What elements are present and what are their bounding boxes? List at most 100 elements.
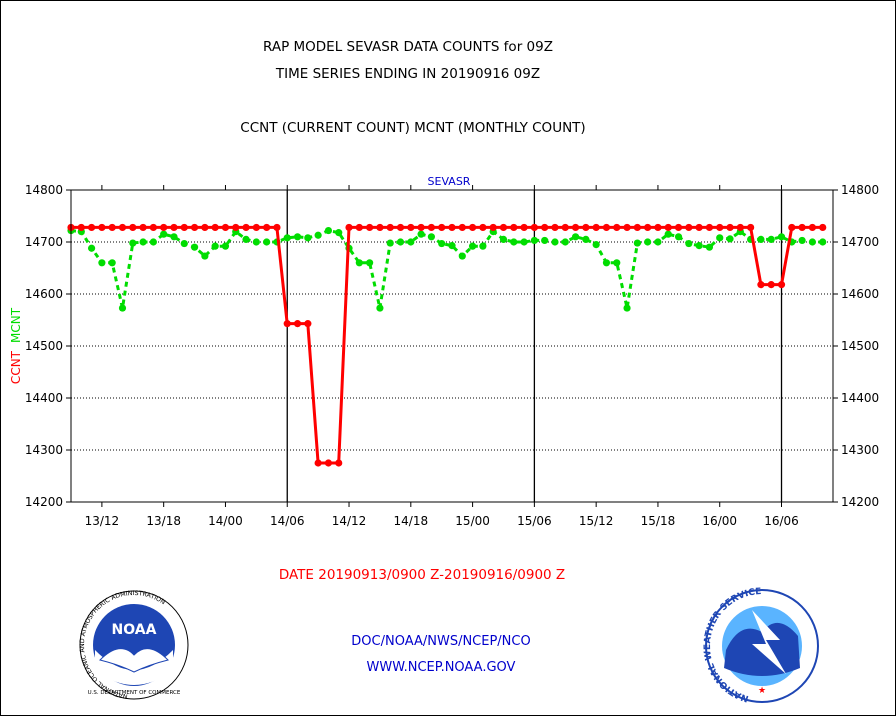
- data-point-ccnt: [695, 223, 703, 232]
- url-text: WWW.NCEP.NOAA.GOV: [367, 660, 516, 675]
- y-tick-label: 14800: [25, 183, 63, 197]
- data-point-mcnt: [623, 304, 631, 312]
- data-point-ccnt: [448, 223, 456, 232]
- data-point-ccnt: [623, 223, 631, 232]
- data-point-ccnt: [757, 281, 765, 289]
- chart-title-line2: TIME SERIES ENDING IN 20190916 09Z: [275, 66, 540, 82]
- data-point-mcnt: [551, 238, 559, 246]
- data-point-ccnt: [242, 223, 250, 232]
- data-point-ccnt: [705, 223, 714, 232]
- data-point-ccnt: [232, 223, 240, 232]
- data-point-mcnt: [335, 229, 343, 237]
- data-point-ccnt: [149, 223, 157, 232]
- data-point-ccnt: [602, 223, 611, 232]
- data-point-ccnt: [510, 223, 518, 232]
- data-point-mcnt: [139, 238, 147, 246]
- data-point-mcnt: [438, 239, 446, 248]
- data-point-mcnt: [417, 230, 425, 238]
- data-point-ccnt: [685, 223, 693, 232]
- x-tick-label: 15/00: [455, 514, 490, 528]
- data-point-mcnt: [479, 242, 487, 250]
- data-point-mcnt: [283, 234, 291, 242]
- data-point-ccnt: [644, 223, 652, 232]
- data-point-ccnt: [561, 223, 569, 232]
- data-point-mcnt: [541, 236, 549, 245]
- data-point-mcnt: [798, 236, 806, 245]
- data-point-mcnt: [252, 238, 260, 246]
- y-tick-label: 14600: [25, 287, 63, 301]
- data-point-mcnt: [654, 238, 662, 246]
- data-point-ccnt: [530, 223, 538, 232]
- data-point-mcnt: [674, 233, 683, 241]
- data-point-ccnt: [736, 223, 744, 232]
- data-point-mcnt: [160, 230, 168, 238]
- x-tick-label: 16/06: [764, 514, 799, 528]
- data-point-mcnt: [118, 304, 127, 312]
- y-ticks-left: 14200 14300 14400 14500 14600 14700 14800: [25, 183, 71, 509]
- data-point-mcnt: [108, 259, 116, 267]
- data-point-ccnt: [190, 223, 199, 232]
- data-point-mcnt: [777, 233, 786, 241]
- y-tick-label: 14300: [841, 443, 879, 457]
- data-point-ccnt: [252, 223, 260, 232]
- y-tick-label: 14800: [841, 183, 879, 197]
- y-tick-label: 14600: [841, 287, 879, 301]
- data-point-ccnt: [664, 223, 672, 232]
- data-point-ccnt: [407, 223, 415, 232]
- data-point-ccnt: [767, 281, 775, 289]
- y-tick-label: 14700: [25, 235, 63, 249]
- data-point-mcnt: [98, 259, 106, 267]
- data-point-mcnt: [633, 239, 641, 247]
- plot-label: SEVASR: [428, 175, 471, 188]
- data-point-mcnt: [819, 238, 827, 246]
- data-point-ccnt: [438, 223, 446, 232]
- data-point-mcnt: [499, 235, 508, 243]
- data-point-ccnt: [355, 223, 363, 232]
- data-point-mcnt: [180, 239, 188, 248]
- y-tick-label: 14500: [25, 339, 63, 353]
- data-point-ccnt: [520, 223, 528, 232]
- nws-star-icon: ★: [758, 686, 766, 696]
- data-point-ccnt: [129, 223, 137, 232]
- data-point-ccnt: [345, 223, 353, 232]
- data-point-ccnt: [335, 459, 343, 467]
- x-tick-label: 16/00: [702, 514, 737, 528]
- data-point-ccnt: [726, 223, 734, 232]
- data-point-ccnt: [77, 223, 85, 232]
- data-point-ccnt: [87, 223, 96, 232]
- data-point-mcnt: [716, 234, 724, 242]
- data-point-ccnt: [808, 223, 817, 232]
- data-point-ccnt: [108, 223, 116, 232]
- data-point-mcnt: [644, 238, 652, 246]
- date-range: DATE 20190913/0900 Z-20190916/0900 Z: [279, 567, 565, 583]
- data-point-ccnt: [170, 223, 178, 232]
- data-point-mcnt: [427, 233, 436, 241]
- data-point-mcnt: [386, 239, 394, 247]
- data-point-ccnt: [479, 223, 487, 232]
- data-point-ccnt: [674, 223, 683, 232]
- data-point-ccnt: [98, 223, 106, 232]
- credit-text: DOC/NOAA/NWS/NCEP/NCO: [351, 634, 530, 649]
- data-point-mcnt: [149, 238, 157, 246]
- y-axis-label: CCNT MCNT: [9, 307, 23, 384]
- data-point-ccnt: [366, 223, 374, 232]
- data-point-mcnt: [242, 235, 250, 243]
- data-point-mcnt: [324, 226, 333, 235]
- data-point-ccnt: [160, 223, 168, 232]
- data-point-mcnt: [571, 233, 580, 241]
- data-point-ccnt: [324, 459, 333, 467]
- noaa-logo-text: NOAA: [112, 622, 157, 638]
- data-point-mcnt: [685, 239, 693, 248]
- data-point-mcnt: [87, 244, 96, 252]
- data-point-mcnt: [376, 304, 384, 312]
- data-point-ccnt: [263, 223, 271, 232]
- grid-lines: [71, 241, 833, 451]
- data-point-mcnt: [396, 238, 405, 246]
- data-point-mcnt: [520, 238, 528, 246]
- data-point-mcnt: [170, 233, 178, 241]
- x-tick-label: 15/06: [517, 514, 552, 528]
- data-point-ccnt: [376, 223, 384, 232]
- data-point-mcnt: [190, 243, 199, 251]
- y-axis-label-ccnt: CCNT: [9, 350, 23, 384]
